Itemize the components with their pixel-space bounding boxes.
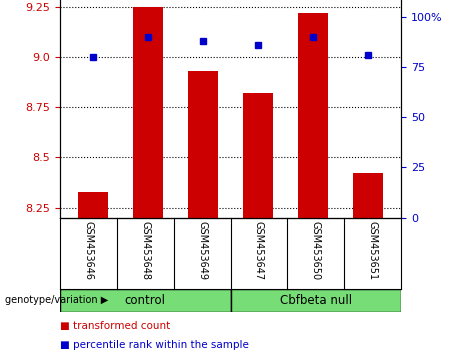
Text: GSM453649: GSM453649	[197, 221, 207, 280]
Bar	[133, 6, 163, 218]
Text: control: control	[125, 293, 165, 307]
Text: GSM453648: GSM453648	[140, 221, 150, 280]
Bar	[78, 192, 108, 218]
Text: GSM453647: GSM453647	[254, 221, 264, 280]
Text: Cbfbeta null: Cbfbeta null	[280, 293, 352, 307]
Bar	[243, 93, 273, 218]
Text: GSM453650: GSM453650	[311, 221, 321, 280]
Text: ■ percentile rank within the sample: ■ percentile rank within the sample	[60, 340, 249, 350]
Bar	[230, 289, 401, 312]
Bar	[60, 289, 230, 312]
Bar	[188, 71, 218, 218]
Text: GSM453651: GSM453651	[367, 221, 378, 280]
Text: genotype/variation ▶: genotype/variation ▶	[5, 295, 108, 305]
Text: ■ transformed count: ■ transformed count	[60, 321, 170, 331]
Bar	[298, 12, 328, 218]
Bar	[353, 173, 383, 218]
Text: GSM453646: GSM453646	[83, 221, 94, 280]
